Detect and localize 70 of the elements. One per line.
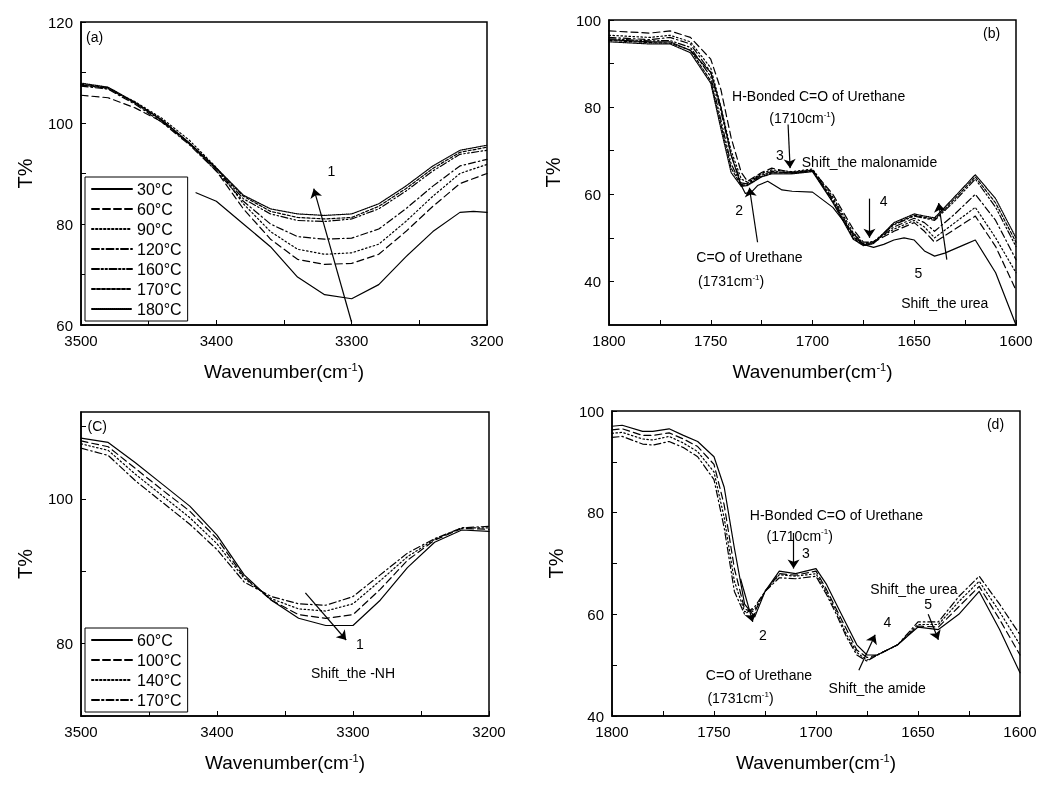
y-axis-title: T% [545,548,567,579]
annotation: (d) [986,415,1005,432]
legend-label: 180°C [137,300,182,318]
x-tick-label: 3300 [336,723,370,740]
x-tick-label: 1600 [1003,723,1037,740]
annotation: Shift_the urea [901,295,989,312]
y-tick-label: 40 [584,272,601,290]
annotation: 3 [801,545,810,562]
x-tick-label: 1650 [901,723,935,740]
annotation: H-Bonded C=O of Urethane [749,507,924,524]
legend-label: 100°C [137,651,182,669]
y-tick-label: 120 [47,13,73,31]
annotation: 5 [924,596,933,613]
annotation: 5 [914,264,923,281]
y-tick-label: 100 [47,490,73,508]
annotation: C=O of Urethane [705,667,813,684]
x-tick-label: 1650 [897,332,931,349]
x-tick-label: 1700 [799,723,833,740]
x-tick-label: 1700 [795,332,830,349]
annotation: Shift_the amide [828,680,927,697]
y-tick-label: 80 [56,635,73,653]
y-axis-title: T% [14,548,36,579]
legend-label: 60°C [137,631,173,649]
annotation: Shift_the malonamide [801,153,938,170]
x-tick-label: 1800 [595,723,629,740]
annotation: 2 [735,201,744,218]
y-axis-title: T% [542,157,564,188]
annotation: 1 [355,635,364,652]
annotation: (C) [87,418,108,435]
legend-label: 60°C [137,200,173,218]
y-tick-label: 80 [56,215,73,233]
annotation: 1 [327,162,336,179]
x-tick-label: 1750 [697,723,731,740]
annotation: 2 [759,626,768,643]
annotation: Shift_the -NH [310,664,396,681]
legend-label: 90°C [137,220,173,238]
x-tick-label: 3200 [472,723,506,740]
x-tick-label: 3400 [200,723,234,740]
legend-label: 170°C [137,280,182,298]
x-tick-label: 3500 [64,723,98,740]
legend-label: 160°C [137,260,182,278]
x-tick-label: 1600 [999,332,1033,349]
y-tick-label: 100 [578,402,604,420]
y-tick-label: 80 [584,98,601,116]
x-tick-label: 3500 [64,332,98,349]
annotation: C=O of Urethane [696,249,803,266]
x-tick-label: 3300 [334,332,369,349]
annotation: 4 [879,192,888,209]
annotation: (a) [85,29,104,46]
annotation: 3 [776,147,785,164]
annotation: (b) [983,25,1001,42]
y-axis-title: T% [14,158,36,189]
x-tick-label: 3200 [470,332,504,349]
legend-label: 120°C [137,240,182,258]
y-tick-label: 40 [587,707,604,725]
y-tick-label: 80 [587,504,604,522]
annotation: 4 [883,613,892,630]
legend-label: 140°C [137,671,182,689]
y-tick-label: 60 [587,605,604,623]
legend-label: 170°C [137,691,182,709]
legend-label: 30°C [137,180,173,198]
x-tick-label: 1750 [694,332,728,349]
x-tick-label: 3400 [199,332,234,349]
y-tick-label: 100 [575,11,601,29]
y-tick-label: 100 [47,114,73,132]
annotation: Shift_the urea [870,580,958,597]
annotation: H-Bonded C=O of Urethane [732,88,906,105]
x-tick-label: 1800 [592,332,626,349]
y-tick-label: 60 [584,185,601,203]
y-tick-label: 60 [56,316,73,334]
